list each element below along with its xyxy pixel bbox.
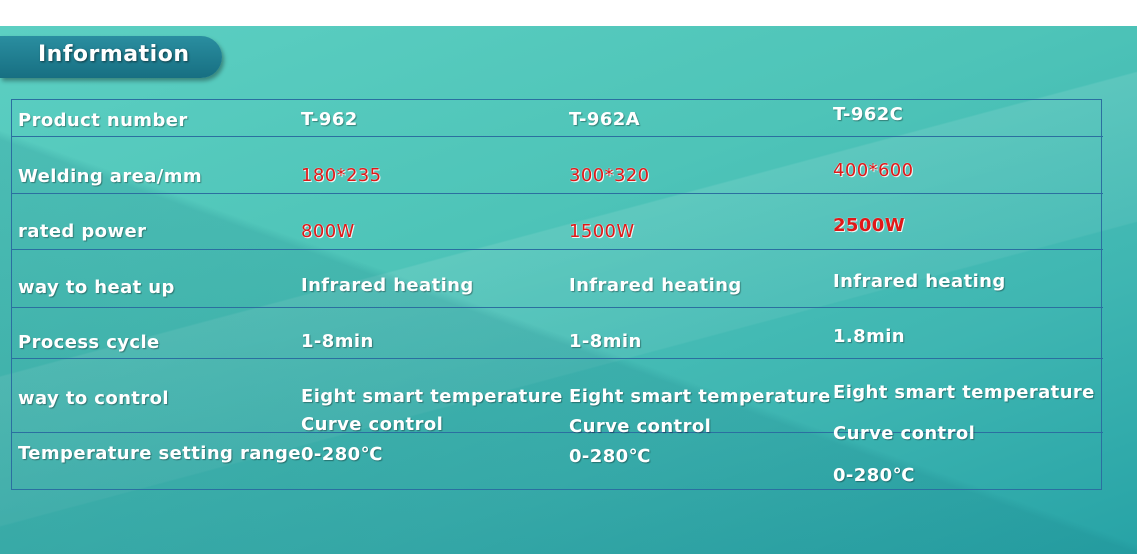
label-product-number: Product number [18, 110, 188, 131]
background-panel [0, 26, 1137, 554]
value-product-number-t962a: T-962A [569, 109, 641, 130]
value-welding-area-t962c: 400*600 [833, 160, 914, 181]
value-process-cycle-t962a: 1-8min [569, 331, 642, 352]
value-control-line1-t962a: Eight smart temperature [569, 386, 831, 407]
label-heat-up: way to heat up [18, 277, 175, 298]
value-process-cycle-t962: 1-8min [301, 331, 374, 352]
label-process-cycle: Process cycle [18, 332, 160, 353]
value-control-line2-t962a: Curve control [569, 416, 712, 437]
value-heat-up-t962: Infrared heating [301, 275, 474, 296]
label-welding-area: Welding area/mm [18, 166, 203, 187]
top-margin [0, 0, 1137, 26]
value-control-line1-t962: Eight smart temperature [301, 386, 563, 407]
value-product-number-t962c: T-962C [833, 104, 904, 125]
row-divider [12, 432, 1103, 433]
value-welding-area-t962a: 300*320 [569, 165, 650, 186]
row-divider [12, 249, 1103, 250]
value-welding-area-t962: 180*235 [301, 165, 382, 186]
information-tab: Information [0, 36, 222, 78]
value-product-number-t962: T-962 [301, 109, 358, 130]
information-title: Information [38, 42, 190, 67]
value-rated-power-t962c: 2500W [833, 215, 905, 236]
value-temperature-range-t962a: 0-280℃ [569, 446, 651, 467]
spec-table: Product number T-962 T-962A T-962C Weldi… [11, 99, 1103, 490]
label-rated-power: rated power [18, 221, 147, 242]
value-temperature-range-t962c: 0-280℃ [833, 465, 915, 486]
value-rated-power-t962a: 1500W [569, 221, 635, 242]
label-way-to-control: way to control [18, 388, 169, 409]
value-process-cycle-t962c: 1.8min [833, 326, 906, 347]
row-divider [12, 358, 1103, 359]
value-heat-up-t962a: Infrared heating [569, 275, 742, 296]
row-divider [12, 307, 1103, 308]
value-control-line1-t962c: Eight smart temperature [833, 382, 1095, 403]
value-control-line2-t962: Curve control [301, 414, 444, 435]
value-rated-power-t962: 800W [301, 221, 355, 242]
row-divider [12, 136, 1103, 137]
value-control-line2-t962c: Curve control [833, 423, 976, 444]
row-divider [12, 193, 1103, 194]
value-temperature-range-t962: 0-280℃ [301, 444, 383, 465]
value-heat-up-t962c: Infrared heating [833, 271, 1006, 292]
label-temperature-range: Temperature setting range [18, 443, 301, 464]
